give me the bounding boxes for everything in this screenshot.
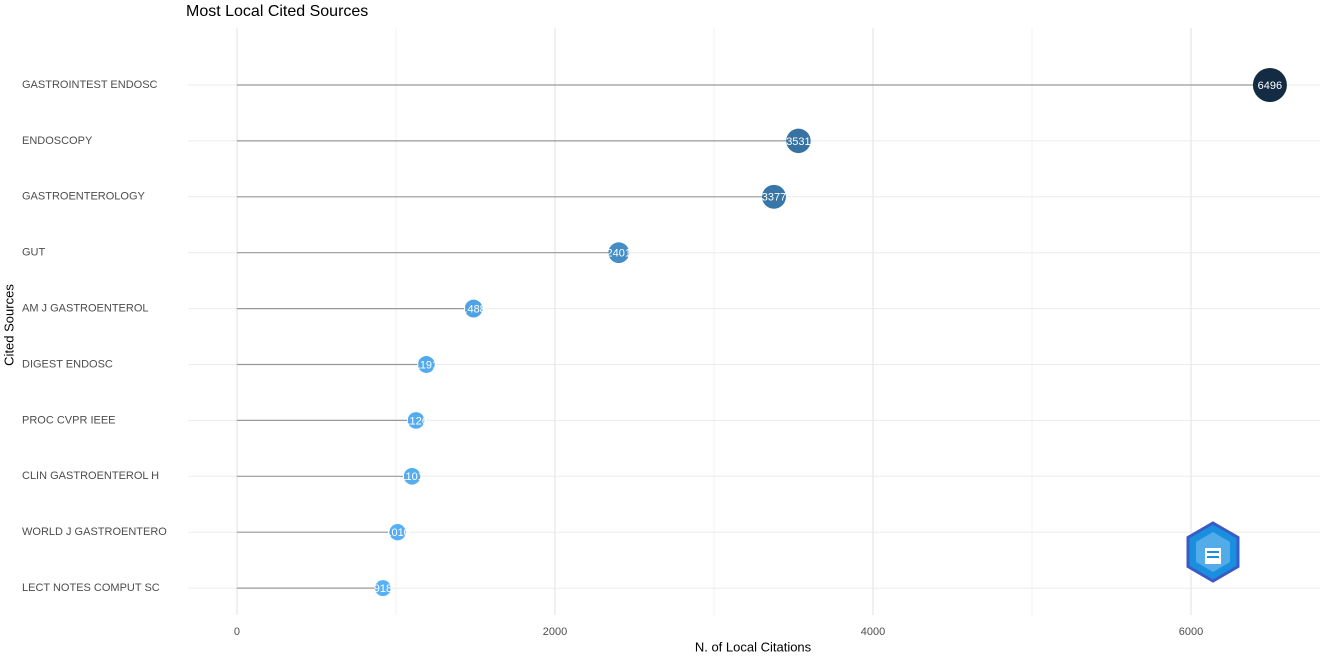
value-label: 2401 xyxy=(607,248,631,260)
dot xyxy=(464,299,483,318)
y-tick-label: PROC CVPR IEEE xyxy=(22,414,116,426)
value-label: 1010 xyxy=(385,527,409,539)
y-tick-label: AM J GASTROENTEROL xyxy=(22,303,149,315)
x-tick-label: 4000 xyxy=(861,626,885,638)
y-tick-label: DIGEST ENDOSC xyxy=(22,358,113,370)
value-label: 1101 xyxy=(400,471,424,483)
value-label: 6496 xyxy=(1258,80,1282,92)
y-tick-label: LECT NOTES COMPUT SC xyxy=(22,582,160,594)
dot xyxy=(608,242,630,264)
y-tick-label: CLIN GASTROENTEROL H xyxy=(22,470,159,482)
value-label: 3377 xyxy=(762,192,786,204)
dot xyxy=(786,128,811,154)
y-tick-label: ENDOSCOPY xyxy=(22,135,93,147)
logo xyxy=(1186,521,1240,583)
dot xyxy=(389,524,406,541)
chart-title: Most Local Cited Sources xyxy=(186,3,368,20)
x-tick-label: 2000 xyxy=(543,626,567,638)
dot xyxy=(403,468,421,485)
y-tick-label: GUT xyxy=(22,247,46,259)
y-tick-label: GASTROINTEST ENDOSC xyxy=(22,79,158,91)
value-label: 1126 xyxy=(404,415,428,427)
dot xyxy=(1252,68,1287,102)
y-tick-label: WORLD J GASTROENTERO xyxy=(22,526,167,538)
dot xyxy=(407,412,425,429)
value-label: 3531 xyxy=(786,136,810,148)
value-label: 918 xyxy=(374,583,392,595)
y-tick-label: GASTROENTEROLOGY xyxy=(22,191,146,203)
value-label: 1488 xyxy=(461,304,485,316)
dot xyxy=(374,580,391,597)
x-tick-label: 0 xyxy=(234,626,240,638)
dot xyxy=(761,184,786,209)
dot xyxy=(417,356,435,373)
value-label: 1191 xyxy=(415,359,439,371)
x-axis-label: N. of Local Citations xyxy=(695,639,812,654)
x-tick-label: 6000 xyxy=(1179,626,1203,638)
y-axis-label: Cited Sources xyxy=(1,284,16,366)
